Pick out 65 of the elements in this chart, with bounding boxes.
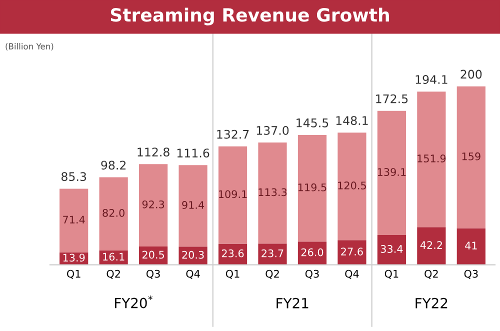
x-tick-label: Q4 xyxy=(345,270,359,279)
data-label: 27.6 xyxy=(341,248,363,256)
x-tick-label: Q2 xyxy=(266,270,279,279)
data-label: 120.5 xyxy=(338,182,366,190)
x-tick-label: Q2 xyxy=(424,270,438,279)
x-tick-label: Q3 xyxy=(464,270,478,279)
total-label: 98.2 xyxy=(101,160,126,170)
bar xyxy=(218,146,248,244)
total-label: 200 xyxy=(460,70,482,79)
data-label: 71.4 xyxy=(63,216,85,224)
data-label: 109.1 xyxy=(219,190,247,198)
data-label: 92.3 xyxy=(142,200,164,208)
x-tick-label: Q1 xyxy=(226,270,240,279)
bar xyxy=(338,240,366,265)
total-label: 172.5 xyxy=(376,94,408,104)
data-label: 151.9 xyxy=(418,154,446,162)
data-label: 23.6 xyxy=(222,249,244,258)
total-label: 148.1 xyxy=(336,116,368,126)
bar xyxy=(178,165,208,247)
data-label: 33.4 xyxy=(380,245,403,253)
bar xyxy=(139,164,168,247)
data-label: 139.1 xyxy=(378,168,406,176)
bar xyxy=(298,134,327,242)
data-label: 91.4 xyxy=(182,201,204,209)
total-label: 145.5 xyxy=(296,118,328,128)
bar xyxy=(99,177,128,250)
data-label: 159 xyxy=(462,152,480,160)
bar xyxy=(377,110,406,235)
total-label: 85.3 xyxy=(61,172,86,182)
text: FY22 xyxy=(416,298,448,308)
x-tick-label: Q2 xyxy=(106,270,120,279)
data-label: 26.0 xyxy=(301,248,324,256)
x-tick-label: Q4 xyxy=(186,270,200,279)
total-label: 112.8 xyxy=(138,148,170,157)
data-label: 20.5 xyxy=(142,250,164,259)
x-tick-label: Q1 xyxy=(67,270,80,279)
data-label: 119.5 xyxy=(298,183,326,192)
data-label: 113.3 xyxy=(258,188,287,196)
bar xyxy=(377,235,406,265)
x-tick-label: Q1 xyxy=(384,270,398,279)
bar xyxy=(338,132,366,240)
total-label: 111.6 xyxy=(177,148,210,158)
chart-title: Streaming Revenue Growth xyxy=(110,8,389,26)
total-label: 194.1 xyxy=(416,75,448,84)
data-label: 16.1 xyxy=(103,252,124,261)
x-tick-label: Q3 xyxy=(305,270,319,279)
data-label: 20.3 xyxy=(182,250,204,259)
data-label: 41 xyxy=(465,242,477,250)
bar xyxy=(456,228,486,265)
data-label: 42.2 xyxy=(420,241,442,249)
text: (Billion Yen) xyxy=(6,43,54,50)
total-label: 132.7 xyxy=(217,130,249,139)
data-label: 82.0 xyxy=(102,208,124,217)
x-tick-label: Q3 xyxy=(146,270,160,279)
bar xyxy=(60,188,88,252)
bar xyxy=(456,86,486,228)
total-label: 137.0 xyxy=(256,126,289,135)
bar xyxy=(417,92,446,228)
data-label: 13.9 xyxy=(63,254,85,262)
bar xyxy=(417,227,446,265)
text: FY20$^{*}$ xyxy=(115,296,152,308)
bar xyxy=(258,244,287,265)
data-label: 23.7 xyxy=(262,249,284,258)
text: FY21 xyxy=(276,298,308,308)
bar xyxy=(258,142,287,244)
